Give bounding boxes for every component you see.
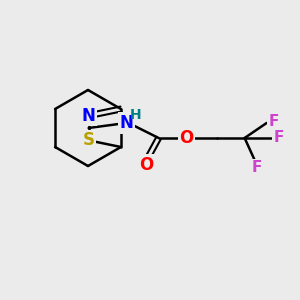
- Text: F: F: [251, 160, 262, 175]
- Text: N: N: [82, 106, 95, 125]
- Text: O: O: [179, 129, 194, 147]
- Text: S: S: [82, 131, 94, 149]
- Text: F: F: [268, 113, 279, 128]
- Text: O: O: [140, 156, 154, 174]
- Text: H: H: [130, 108, 141, 122]
- Text: F: F: [273, 130, 284, 146]
- Text: N: N: [120, 114, 134, 132]
